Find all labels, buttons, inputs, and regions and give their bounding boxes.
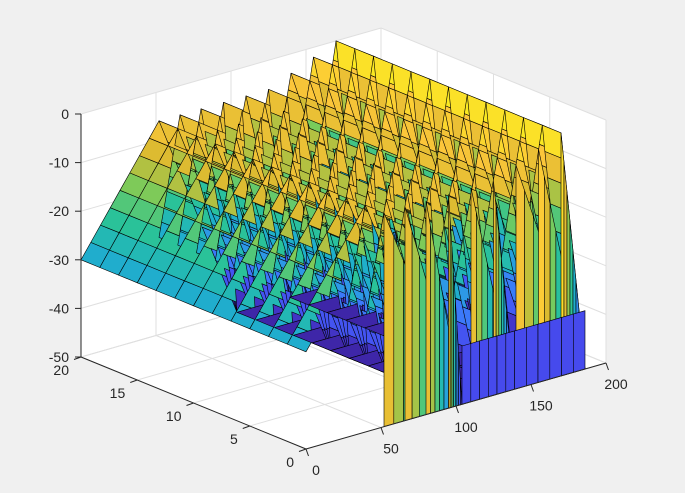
surface-wall-panel	[393, 236, 404, 425]
surface-wall-panel	[411, 231, 420, 420]
x-tick-label: 0	[312, 462, 320, 478]
surface-wall-panel	[479, 338, 489, 400]
surface-wall-panel	[549, 317, 562, 380]
surface-wall-panel	[561, 313, 574, 377]
x-tick-label: 200	[604, 376, 628, 392]
surface-wall-panel	[514, 327, 527, 390]
z-tick-label: -20	[49, 203, 69, 219]
y-tick-mark	[186, 402, 194, 406]
surface-wall-panel	[496, 333, 507, 395]
grid-line-z	[80, 27, 382, 115]
x-tick-mark	[455, 405, 459, 414]
surface-wall-panel	[572, 310, 586, 373]
surface-wall-panel	[404, 206, 413, 421]
x-tick-label: 150	[529, 398, 553, 414]
x-tick-mark	[305, 448, 309, 457]
surface-wall-panel	[505, 330, 515, 393]
x-tick-mark	[605, 362, 609, 371]
surface	[80, 40, 586, 427]
surface-wall-panel	[487, 335, 498, 398]
x-tick-mark	[530, 384, 534, 392]
surface-wall-panel	[525, 323, 539, 387]
surface-wall-panel	[425, 200, 431, 415]
y-tick-mark	[298, 448, 307, 452]
y-tick-label: 5	[230, 431, 238, 447]
surface-wall-panel	[383, 212, 395, 427]
surface-wall-panel	[434, 251, 440, 413]
z-tick-label: -10	[49, 155, 69, 171]
y-tick-label: 15	[110, 385, 126, 401]
axes-lines	[73, 113, 609, 457]
y-tick-label: 20	[53, 362, 69, 378]
z-tick-label: 0	[61, 106, 69, 122]
surface-wall-panel	[439, 277, 445, 412]
y-tick-mark	[242, 425, 250, 429]
y-tick-label: 0	[286, 454, 294, 470]
surface-wall-panel	[537, 320, 551, 383]
z-tick-label: -40	[49, 300, 69, 316]
y-tick-label: 10	[166, 408, 182, 424]
x-tick-label: 50	[383, 441, 399, 457]
surface-wall-panel	[418, 256, 427, 417]
y-tick-mark	[130, 379, 138, 383]
grid-line-z	[380, 27, 607, 121]
x-tick-label: 100	[454, 419, 478, 435]
z-tick-label: -50	[49, 349, 69, 365]
surface-wall-panel	[470, 340, 480, 403]
x-tick-mark	[380, 427, 384, 435]
z-tick-label: -30	[49, 252, 69, 268]
surface-wall-panel	[461, 343, 472, 405]
surface-wall-panel	[430, 226, 436, 414]
